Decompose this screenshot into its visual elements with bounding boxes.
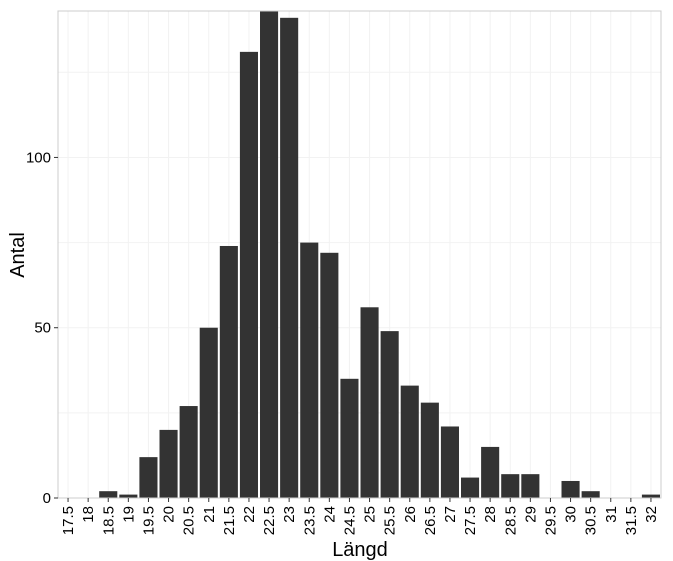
plot-panel — [57, 10, 662, 499]
bar-24 — [320, 252, 339, 498]
bar-25 — [360, 307, 379, 498]
y-axis-title: Antal — [7, 232, 29, 278]
x-tick-label: 30.5 — [583, 506, 600, 535]
x-tick-label: 19 — [120, 506, 137, 523]
bar-32 — [641, 494, 660, 498]
y-tick-label: 100 — [26, 149, 51, 166]
bar-25.5 — [380, 331, 399, 498]
y-axis-ticks: 0 50 100 — [26, 149, 58, 507]
x-axis-title: Längd — [332, 539, 388, 561]
bar-24.5 — [340, 378, 359, 498]
bar-26.5 — [420, 402, 439, 498]
bar-22 — [239, 51, 258, 499]
x-tick-label: 31.5 — [623, 506, 640, 535]
x-tick-label: 20.5 — [181, 506, 198, 535]
grid-lines — [58, 11, 661, 499]
bar-23 — [280, 17, 299, 499]
bars — [99, 11, 660, 499]
x-tick-label: 25 — [362, 506, 379, 523]
x-tick-label: 27.5 — [462, 506, 479, 535]
x-tick-label: 21.5 — [221, 506, 238, 535]
bar-29 — [521, 474, 540, 498]
x-tick-label: 32 — [643, 506, 660, 523]
bar-30.5 — [581, 491, 600, 498]
bar-20 — [159, 429, 178, 498]
x-tick-label: 25.5 — [382, 506, 399, 535]
bar-21 — [199, 327, 218, 498]
x-axis-ticks: 17.5 18 18.5 19 19.5 20 20.5 21 21.5 22 22.5 23 23.5… — [60, 498, 660, 535]
bar-28.5 — [501, 474, 520, 498]
bar-30 — [561, 480, 580, 498]
x-tick-label: 18.5 — [100, 506, 117, 535]
x-tick-label: 23 — [281, 506, 298, 523]
x-tick-label: 20 — [161, 506, 178, 523]
x-tick-label: 26 — [402, 506, 419, 523]
x-tick-label: 28.5 — [502, 506, 519, 535]
x-tick-label: 24.5 — [341, 506, 358, 535]
x-tick-label: 30 — [563, 506, 580, 523]
x-tick-label: 29.5 — [542, 506, 559, 535]
x-tick-label: 18 — [80, 506, 97, 523]
bar-27.5 — [461, 477, 480, 498]
bar-21.5 — [219, 245, 238, 498]
bar-27 — [440, 426, 459, 498]
x-tick-label: 29 — [522, 506, 539, 523]
bar-26 — [400, 385, 419, 498]
y-tick-label: 50 — [34, 320, 51, 337]
bar-23.5 — [300, 242, 319, 498]
x-tick-label: 28 — [482, 506, 499, 523]
x-tick-label: 19.5 — [140, 506, 157, 535]
bar-20.5 — [179, 406, 198, 498]
x-tick-label: 31 — [603, 506, 620, 523]
bar-18.5 — [99, 491, 118, 498]
x-tick-label: 22.5 — [261, 506, 278, 535]
x-tick-label: 27 — [442, 506, 459, 523]
x-tick-label: 23.5 — [301, 506, 318, 535]
x-tick-label: 24 — [321, 506, 338, 523]
x-tick-label: 22 — [241, 506, 258, 523]
bar-19 — [119, 494, 138, 498]
bar-28 — [481, 446, 500, 498]
x-tick-label: 26.5 — [422, 506, 439, 535]
y-tick-label: 0 — [43, 490, 51, 507]
bar-19.5 — [139, 457, 158, 498]
x-tick-label: 21 — [201, 506, 218, 523]
bar-22.5 — [260, 11, 279, 498]
x-tick-label: 17.5 — [60, 506, 77, 535]
